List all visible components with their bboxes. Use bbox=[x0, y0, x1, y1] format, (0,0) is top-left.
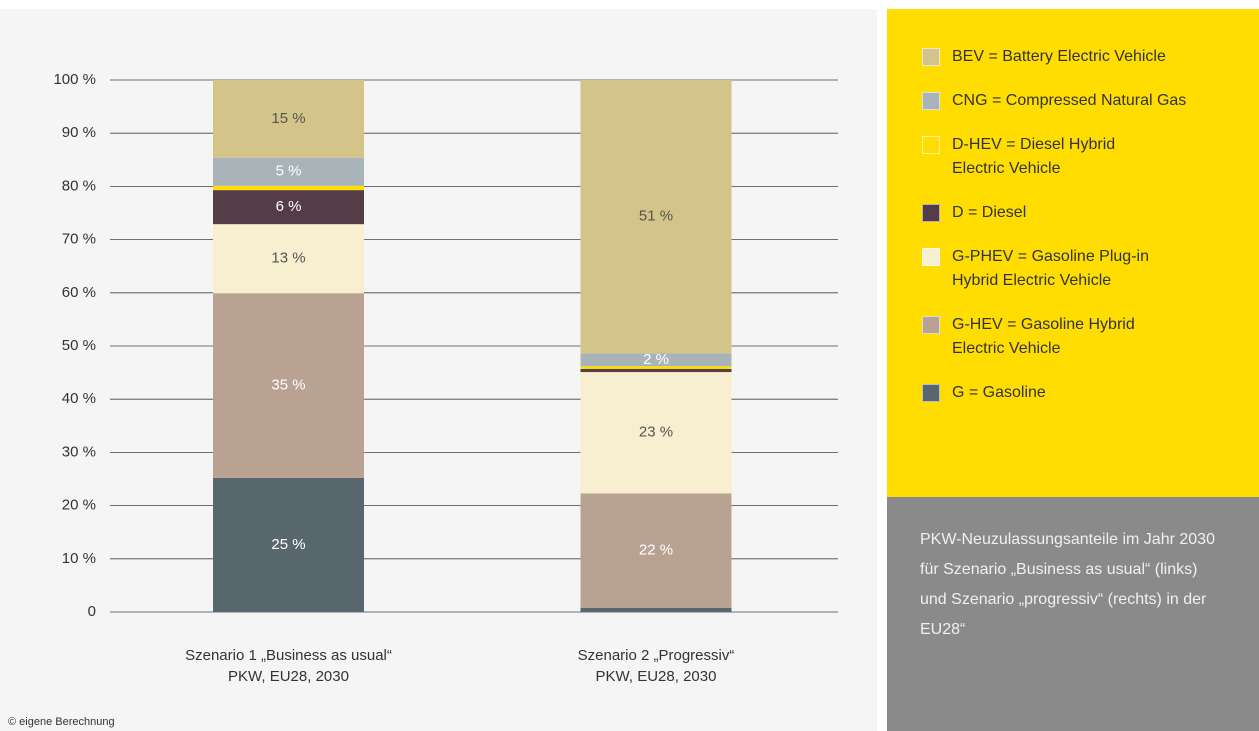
y-tick-label: 80 % bbox=[62, 177, 96, 194]
bar-segment bbox=[213, 157, 364, 186]
legend-item: BEV = Battery Electric Vehicle bbox=[922, 45, 1259, 69]
y-tick-label: 90 % bbox=[62, 124, 96, 141]
y-tick-label: 60 % bbox=[62, 284, 96, 301]
data-label: 2 % bbox=[643, 351, 669, 368]
legend-item: G = Gasoline bbox=[922, 381, 1259, 405]
legend-swatch bbox=[922, 316, 940, 334]
bar-segment bbox=[580, 372, 732, 494]
data-label: 6 % bbox=[276, 198, 302, 215]
chart: © eigene Berechnung 0 10 % 20 % 30 % 40 % 50 … bbox=[0, 9, 877, 731]
legend-label: D-HEV = Diesel Hybrid Electric Vehicle bbox=[952, 136, 1116, 177]
legend-swatch bbox=[922, 48, 940, 66]
bar-segment bbox=[580, 368, 732, 373]
bar-segment bbox=[213, 190, 364, 225]
y-tick-label: 30 % bbox=[62, 443, 96, 460]
legend-swatch bbox=[922, 384, 940, 402]
legend-item: G-PHEV = Gasoline Plug-in Hybrid Electri… bbox=[922, 245, 1259, 293]
data-label: 51 % bbox=[639, 208, 673, 225]
bar-segment bbox=[213, 293, 364, 478]
data-label: 25 % bbox=[271, 536, 305, 553]
legend-label: D = Diesel bbox=[952, 204, 1027, 221]
bar-segment bbox=[580, 607, 732, 612]
y-tick-label: 10 % bbox=[62, 550, 96, 567]
legend-item: CNG = Compressed Natural Gas bbox=[922, 89, 1259, 113]
legend-label: G-PHEV = Gasoline Plug-in Hybrid Electri… bbox=[952, 248, 1149, 289]
legend-item: D-HEV = Diesel Hybrid Electric Vehicle bbox=[922, 133, 1259, 181]
bar-segment bbox=[213, 224, 364, 294]
y-tick-label: 20 % bbox=[62, 497, 96, 514]
legend: BEV = Battery Electric Vehicle CNG = Comp… bbox=[887, 9, 1259, 497]
data-label: 23 % bbox=[639, 424, 673, 441]
legend-label: CNG = Compressed Natural Gas bbox=[952, 92, 1187, 109]
x-tick-label: PKW, EU28, 2030 bbox=[228, 668, 349, 685]
legend-label: G = Gasoline bbox=[952, 384, 1046, 401]
legend-label: BEV = Battery Electric Vehicle bbox=[952, 48, 1166, 65]
caption: PKW-Neuzulassungsanteile im Jahr 2030 fü… bbox=[887, 497, 1259, 731]
source: © eigene Berechnung bbox=[8, 716, 115, 728]
data-label: 5 % bbox=[276, 163, 302, 180]
x-tick-label: Szenario 1 „Business as usual“ bbox=[185, 647, 392, 664]
legend-label: G-HEV = Gasoline Hybrid Electric Vehicle bbox=[952, 316, 1135, 357]
y-tick-label: 50 % bbox=[62, 337, 96, 354]
data-label: 15 % bbox=[271, 110, 305, 127]
data-label: 22 % bbox=[639, 542, 673, 559]
bar-segment bbox=[213, 477, 364, 612]
bar-segment bbox=[580, 80, 732, 354]
legend-item: G-HEV = Gasoline Hybrid Electric Vehicle bbox=[922, 313, 1259, 361]
y-tick-label: 0 bbox=[88, 603, 96, 620]
legend-swatch bbox=[922, 92, 940, 110]
legend-item: D = Diesel bbox=[922, 201, 1259, 225]
data-label: 35 % bbox=[271, 377, 305, 394]
x-tick-label: PKW, EU28, 2030 bbox=[596, 668, 717, 685]
legend-swatch bbox=[922, 248, 940, 266]
bar-segment bbox=[580, 353, 732, 367]
bar-segment bbox=[580, 493, 732, 608]
data-label: 13 % bbox=[271, 250, 305, 267]
bar-segment bbox=[580, 366, 732, 369]
legend-swatch bbox=[922, 204, 940, 222]
chart-background bbox=[0, 9, 877, 731]
y-tick-label: 40 % bbox=[62, 390, 96, 407]
bar-segment bbox=[213, 80, 364, 158]
y-tick-label: 100 % bbox=[53, 71, 96, 88]
y-tick-label: 70 % bbox=[62, 231, 96, 248]
bar-segment bbox=[213, 185, 364, 191]
x-tick-label: Szenario 2 „Progressiv“ bbox=[578, 647, 735, 664]
legend-swatch bbox=[922, 136, 940, 154]
